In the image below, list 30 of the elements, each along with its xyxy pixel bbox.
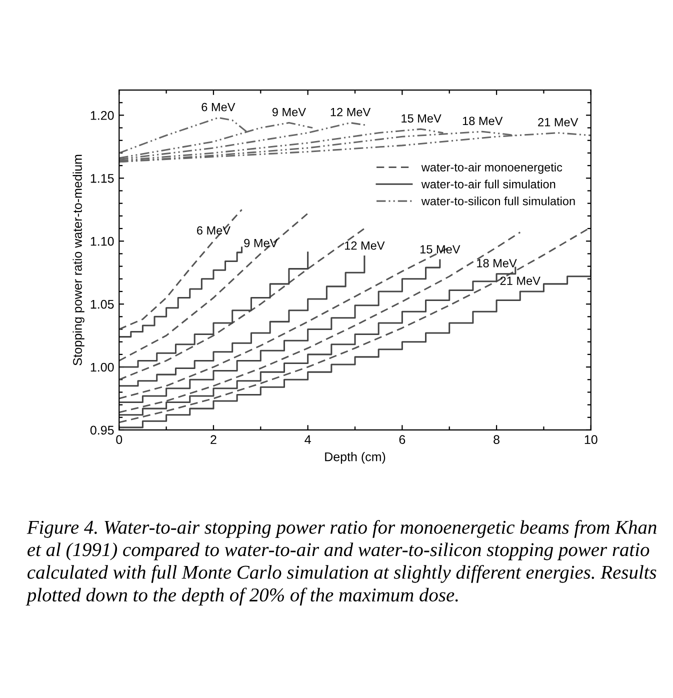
- y-tick-label: 1.15: [90, 174, 114, 183]
- x-tick-label: 0: [116, 435, 122, 444]
- annotation: 18 MeV: [462, 116, 503, 126]
- legend-label: water-to-air full simulation: [421, 180, 556, 188]
- y-tick-label: 1.20: [90, 111, 114, 120]
- y-tick-label: 0.95: [90, 426, 114, 435]
- annotation: 12 MeV: [330, 108, 371, 116]
- annotation: 6 MeV: [197, 226, 230, 235]
- x-tick-label: 6: [399, 435, 406, 444]
- x-axis-title: Depth (cm): [325, 452, 386, 464]
- x-tick-label: 4: [304, 435, 311, 444]
- y-tick-label: 1.05: [90, 300, 114, 309]
- caption: Figure 4. Water-to-air stopping power ratio for monoenergetic beams from Khan et al (1991) compared to water-to-air and water-to-silicon stopping power ratio calculated with full Monte Carlo simulation at slightly different energies. Results plotted down to the depth of 20% of the maximum dose.: [26, 520, 656, 606]
- annotation: 9 MeV: [272, 108, 306, 116]
- annotation: 15 MeV: [402, 114, 442, 123]
- annotation: 21 MeV: [500, 276, 540, 285]
- annotation: 21 MeV: [538, 118, 578, 126]
- y-tick-label: 1.10: [90, 236, 114, 246]
- x-tick-label: 10: [584, 435, 598, 444]
- legend-label: water-to-silicon full simulation: [421, 196, 575, 206]
- y-axis-title: Stopping power ratio water-to-medium: [72, 154, 84, 366]
- annotation: 12 MeV: [345, 241, 385, 250]
- x-tick-label: 2: [210, 435, 216, 444]
- annotation: 18 MeV: [477, 258, 517, 268]
- y-tick-label: 1.00: [90, 362, 114, 372]
- annotation: 6 MeV: [202, 102, 236, 112]
- x-tick-label: 8: [494, 435, 500, 444]
- annotation: 15 MeV: [420, 245, 460, 254]
- annotation: 9 MeV: [244, 238, 278, 248]
- legend-label: water-to-air monoenergetic: [421, 162, 562, 174]
